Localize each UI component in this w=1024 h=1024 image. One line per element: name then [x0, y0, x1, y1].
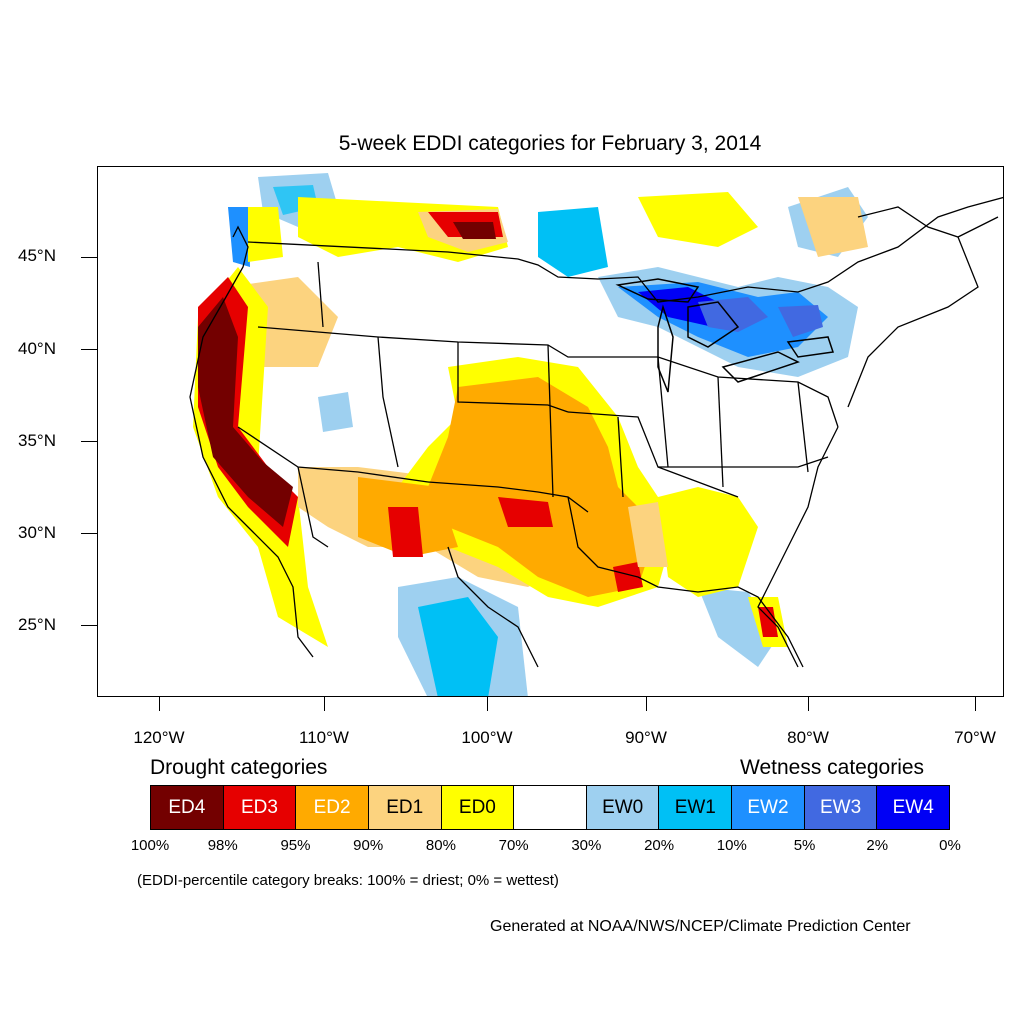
legend-cell-ew3: EW3: [804, 786, 878, 829]
lon-tick: [159, 697, 160, 711]
category-note: (EDDI-percentile category breaks: 100% =…: [137, 872, 559, 889]
legend-cell-ew2: EW2: [732, 786, 805, 829]
legend-break-label: 0%: [939, 837, 961, 854]
lon-label-90: 90°W: [625, 728, 667, 747]
lat-label-35: 35°N: [18, 431, 56, 450]
wetness-categories-heading: Wetness categories: [740, 756, 925, 779]
great-lakes: [615, 278, 834, 393]
lon-label-110: 110°W: [299, 728, 349, 747]
map-title: 5-week EDDI categories for February 3, 2…: [338, 132, 762, 155]
map-canvas: [189, 173, 1003, 696]
lon-label-100: 100°W: [461, 728, 513, 747]
lon-label-80: 80°W: [787, 728, 829, 747]
legend-break-label: 20%: [644, 837, 675, 854]
drought-categories-heading: Drought categories: [150, 756, 328, 779]
lon-tick: [487, 697, 488, 711]
lat-tick: [81, 533, 97, 534]
lon-tick: [808, 697, 809, 711]
legend-break-label: 5%: [793, 837, 816, 854]
borders: [189, 196, 1003, 668]
coastline-east: [757, 206, 999, 668]
lon-label-70: 70°W: [954, 728, 996, 747]
lat-label-40: 40°N: [18, 339, 56, 358]
eddi-map: [97, 166, 1004, 697]
lat-tick: [81, 441, 97, 442]
lon-label-120: 120°W: [133, 728, 185, 747]
legend-break-label: 100%: [130, 837, 170, 854]
legend-cell-neutral: [514, 786, 587, 829]
legend-cell-ew4: EW4: [877, 786, 950, 829]
legend-break-label: 30%: [571, 837, 602, 854]
legend-colorbar: ED4 ED3 ED2 ED1 ED0 EW0 EW1 EW2 EW3 EW4: [150, 785, 950, 830]
drought-areas: [193, 192, 868, 647]
lon-tick: [975, 697, 976, 711]
lat-tick: [81, 625, 97, 626]
legend-cell-ed3: ED3: [223, 786, 297, 829]
lon-tick: [324, 697, 325, 711]
legend-break-label: 2%: [866, 837, 889, 854]
legend-cell-ed0: ED0: [441, 786, 515, 829]
legend-cell-ew1: EW1: [659, 786, 733, 829]
lat-label-25: 25°N: [18, 615, 56, 634]
legend-break-label: 70%: [498, 837, 529, 854]
legend-cell-ed4: ED4: [151, 786, 224, 829]
legend-cell-ed1: ED1: [368, 786, 442, 829]
legend-break-label: 95%: [280, 837, 311, 854]
credit-line: Generated at NOAA/NWS/NCEP/Climate Predi…: [490, 918, 911, 935]
legend-cell-ew0: EW0: [586, 786, 660, 829]
legend-break-label: 80%: [425, 837, 456, 854]
lat-label-45: 45°N: [18, 246, 56, 265]
lat-tick: [81, 349, 97, 350]
legend-break-label: 10%: [716, 837, 747, 854]
legend-break-label: 90%: [353, 837, 384, 854]
lat-label-30: 30°N: [18, 523, 56, 542]
lat-tick: [81, 257, 97, 258]
lon-tick: [646, 697, 647, 711]
legend-cell-ed2: ED2: [296, 786, 369, 829]
legend-break-label: 98%: [207, 837, 238, 854]
